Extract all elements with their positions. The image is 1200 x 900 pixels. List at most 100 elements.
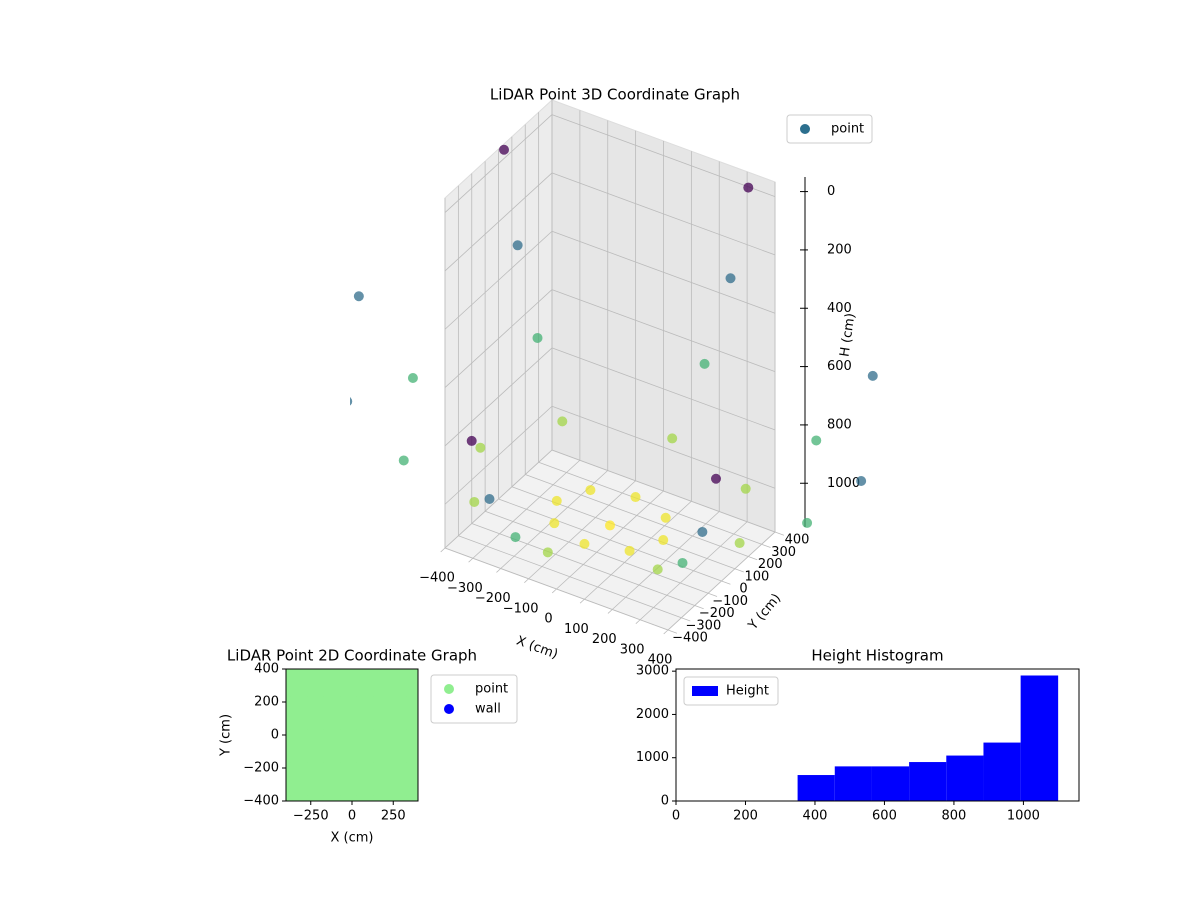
bar xyxy=(797,775,835,801)
point xyxy=(290,772,315,797)
x-tick-label: −400 xyxy=(419,571,455,586)
point xyxy=(389,690,414,714)
legend-swatch xyxy=(692,686,718,696)
legend-label: point xyxy=(831,122,864,137)
x-tick-label: 250 xyxy=(381,809,406,824)
y-tick xyxy=(721,580,731,585)
bar xyxy=(946,755,984,801)
point xyxy=(353,291,364,302)
point xyxy=(510,532,521,543)
point xyxy=(290,673,315,698)
bar xyxy=(871,766,910,801)
point xyxy=(373,690,397,714)
point xyxy=(710,473,721,484)
point xyxy=(398,455,409,466)
point xyxy=(407,372,418,383)
bar xyxy=(834,766,872,801)
point xyxy=(542,547,553,558)
y-tick xyxy=(707,592,718,597)
point xyxy=(389,756,414,780)
bar xyxy=(1020,675,1059,801)
z-tick-label: 400 xyxy=(827,301,852,316)
point xyxy=(725,273,736,284)
point xyxy=(549,518,560,529)
x-tick-label: 400 xyxy=(803,809,828,824)
x-tick-label: −250 xyxy=(293,809,329,824)
point xyxy=(484,493,495,504)
x-tick-label: 400 xyxy=(648,653,673,668)
point xyxy=(658,535,669,546)
point xyxy=(340,739,364,764)
point xyxy=(557,416,568,427)
y-tick-label: −400 xyxy=(672,631,708,646)
bar xyxy=(909,762,947,801)
point xyxy=(373,772,397,797)
grid-line xyxy=(525,474,749,557)
point xyxy=(356,673,381,698)
legend-marker xyxy=(444,684,454,694)
point xyxy=(551,495,562,506)
point xyxy=(323,673,348,698)
grid-line xyxy=(551,289,776,372)
point xyxy=(356,690,381,714)
x-tick xyxy=(440,547,446,553)
y-tick-label: 0 xyxy=(661,794,669,809)
grid-line xyxy=(444,289,553,388)
x-tick xyxy=(524,578,529,583)
point xyxy=(734,538,745,549)
point xyxy=(389,723,414,747)
y-tick-label: −400 xyxy=(243,794,279,809)
x-tick-label: 200 xyxy=(733,809,758,824)
legend: point wall xyxy=(430,674,518,724)
y-tick xyxy=(681,617,691,622)
point xyxy=(340,756,364,780)
x-tick-label: 800 xyxy=(942,809,967,824)
grid-line xyxy=(538,461,762,545)
y-tick-label: −200 xyxy=(243,761,279,776)
point xyxy=(340,706,364,731)
point xyxy=(475,442,486,453)
y-tick-label: 400 xyxy=(785,533,810,548)
y-tick-label: 200 xyxy=(758,557,783,572)
x-tick-label: −300 xyxy=(447,581,483,596)
x-tick-label: 600 xyxy=(872,809,897,824)
y-tick-label: −100 xyxy=(712,594,748,609)
x-tick-label: 100 xyxy=(564,622,589,637)
y-tick xyxy=(774,531,785,536)
point xyxy=(307,739,331,764)
y-tick-label: 0 xyxy=(739,582,747,597)
point xyxy=(323,706,348,731)
point xyxy=(802,517,813,528)
point xyxy=(499,144,510,155)
axes-frame xyxy=(285,668,419,802)
point xyxy=(605,520,615,531)
y-tick-label: −300 xyxy=(686,618,722,633)
y-tick xyxy=(667,629,678,634)
legend: Height xyxy=(683,676,779,706)
point xyxy=(389,772,414,797)
bar xyxy=(983,742,1021,801)
point xyxy=(469,496,480,507)
point xyxy=(356,772,381,797)
point xyxy=(307,706,331,731)
y-tick-label: 400 xyxy=(254,662,279,677)
point xyxy=(356,706,381,731)
point xyxy=(323,739,348,764)
y-tick xyxy=(694,605,704,610)
grid-line xyxy=(484,510,709,594)
point xyxy=(677,557,688,568)
grid-line xyxy=(551,449,776,533)
z-tick-label: 600 xyxy=(827,359,852,374)
z-tick-label: 0 xyxy=(827,184,835,199)
point xyxy=(389,739,414,764)
y-tick-label: 2000 xyxy=(636,707,669,722)
x-tick-label: 0 xyxy=(348,809,356,824)
y-tick-label: 3000 xyxy=(636,664,669,679)
point xyxy=(630,492,641,503)
point xyxy=(373,673,397,698)
point xyxy=(373,723,397,747)
legend-label: Height xyxy=(726,684,769,699)
point xyxy=(389,706,414,731)
grid-line xyxy=(551,114,776,197)
point xyxy=(652,564,663,575)
